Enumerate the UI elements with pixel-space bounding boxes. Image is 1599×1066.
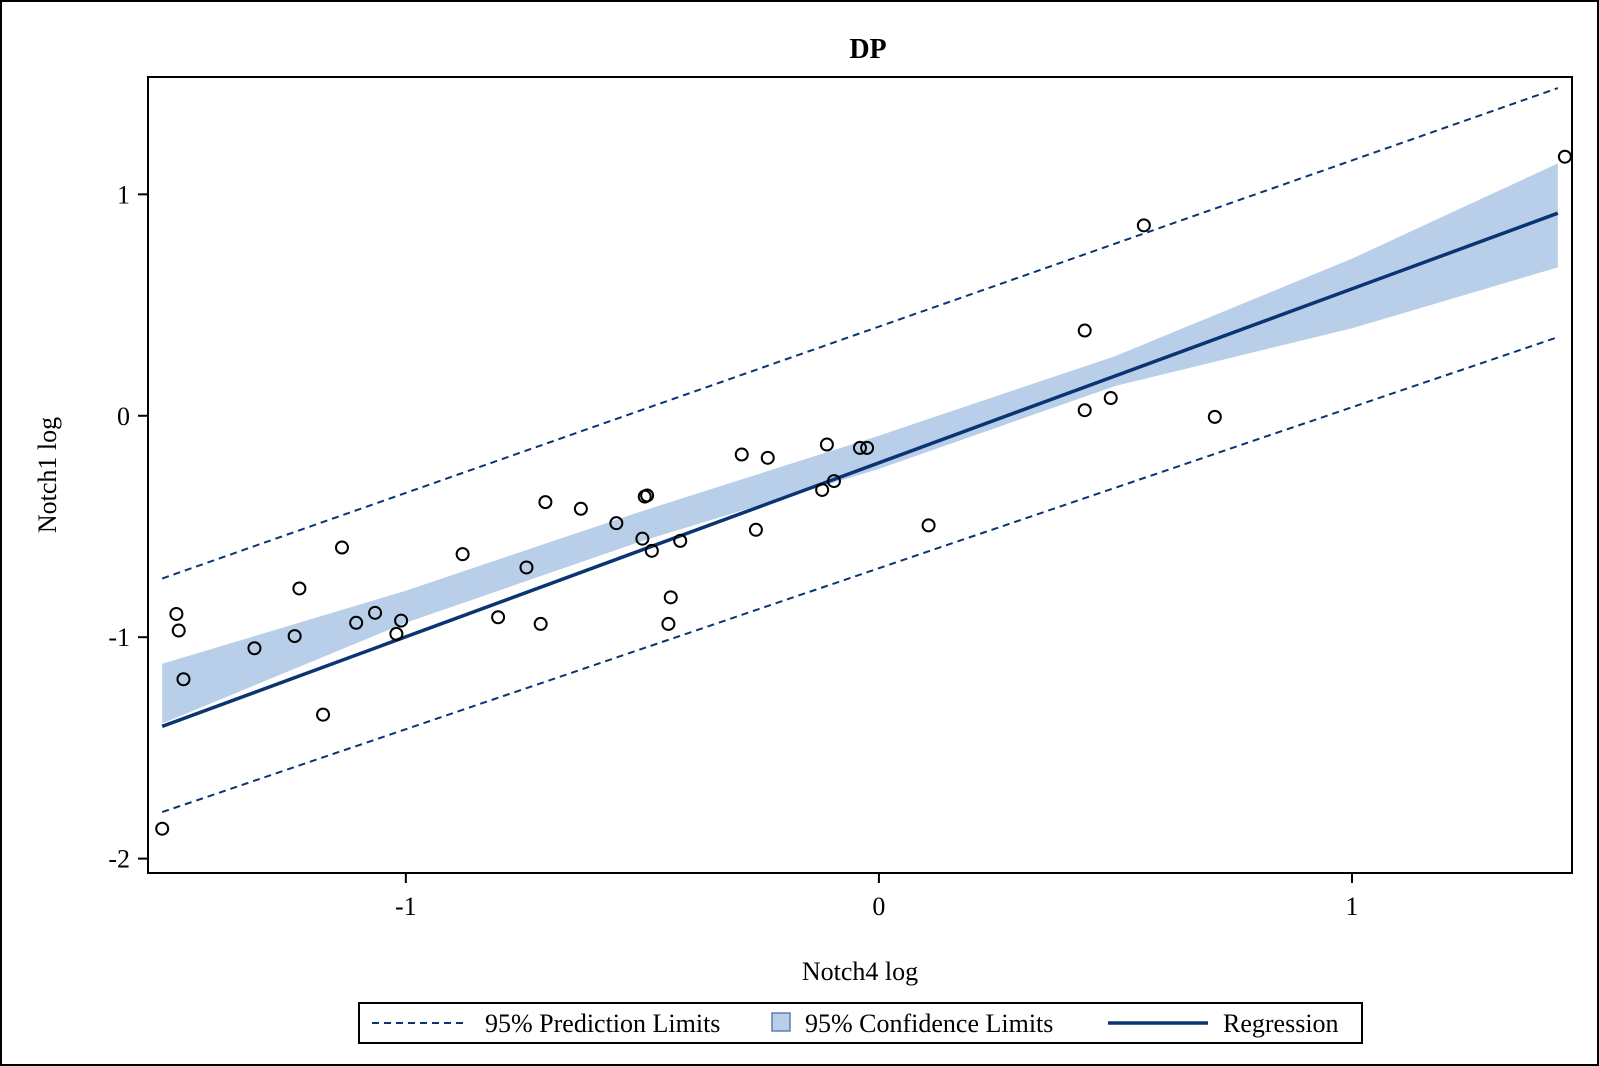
data-point [533, 616, 548, 631]
data-point [1136, 218, 1151, 233]
x-axis-label: Notch4 log [802, 957, 918, 986]
x-tick-label: 0 [872, 892, 885, 921]
data-point [1557, 149, 1572, 164]
data-point [921, 518, 936, 533]
data-point [316, 707, 331, 722]
y-tick-label: -1 [108, 623, 130, 652]
chart-title: DP [849, 34, 886, 65]
data-point [155, 821, 170, 836]
confidence-band [162, 163, 1558, 724]
legend: 95% Prediction Limits 95% Confidence Lim… [358, 1002, 1363, 1044]
data-point [819, 437, 834, 452]
legend-regression-label: Regression [1223, 1009, 1339, 1038]
y-tick-label: 0 [117, 402, 130, 431]
plot-area [155, 87, 1572, 836]
data-point [394, 613, 409, 628]
y-tick-label: -2 [108, 845, 130, 874]
data-point [734, 447, 749, 462]
confidence-band-layer [162, 163, 1558, 724]
data-point [171, 623, 186, 638]
data-point [663, 590, 678, 605]
data-point [519, 560, 534, 575]
data-point [389, 626, 404, 641]
data-point [538, 495, 553, 510]
prediction-limit-upper [161, 87, 1559, 580]
data-point [1103, 391, 1118, 406]
prediction-limits-layer [161, 87, 1559, 814]
data-point [176, 672, 191, 687]
data-point [673, 533, 688, 548]
data-point [287, 629, 302, 644]
scatter-points [155, 149, 1572, 836]
data-point [349, 615, 364, 630]
legend-prediction-label: 95% Prediction Limits [485, 1009, 720, 1038]
data-point [609, 516, 624, 531]
data-point [247, 641, 262, 656]
data-point [748, 522, 763, 537]
data-point [292, 581, 307, 596]
y-tick-label: 1 [117, 180, 130, 209]
data-point [644, 543, 659, 558]
data-point [815, 482, 830, 497]
legend-confidence-label: 95% Confidence Limits [805, 1009, 1053, 1038]
plot-frame [147, 76, 1573, 874]
y-axis-label: Notch1 log [33, 417, 62, 533]
data-point [826, 474, 841, 489]
y-axis: -2 -1 0 1 [108, 180, 148, 874]
x-tick-label: 1 [1346, 892, 1359, 921]
data-point [334, 540, 349, 555]
data-point [491, 610, 506, 625]
x-axis: -1 0 1 [395, 873, 1359, 921]
x-tick-label: -1 [395, 892, 417, 921]
data-point [635, 531, 650, 546]
prediction-limit-lower [161, 336, 1559, 814]
data-point [455, 547, 470, 562]
data-point [853, 440, 867, 455]
data-point [1077, 323, 1092, 338]
data-point [760, 450, 775, 465]
data-point [860, 440, 875, 455]
regression-layer [161, 211, 1559, 729]
data-point [1207, 409, 1222, 424]
regression-line [161, 211, 1559, 729]
data-point [640, 488, 655, 503]
data-point [169, 606, 184, 621]
data-point [661, 616, 676, 631]
data-point [573, 501, 588, 516]
legend-confidence-swatch [771, 1012, 791, 1032]
data-point [1077, 403, 1092, 418]
data-point [368, 605, 383, 620]
